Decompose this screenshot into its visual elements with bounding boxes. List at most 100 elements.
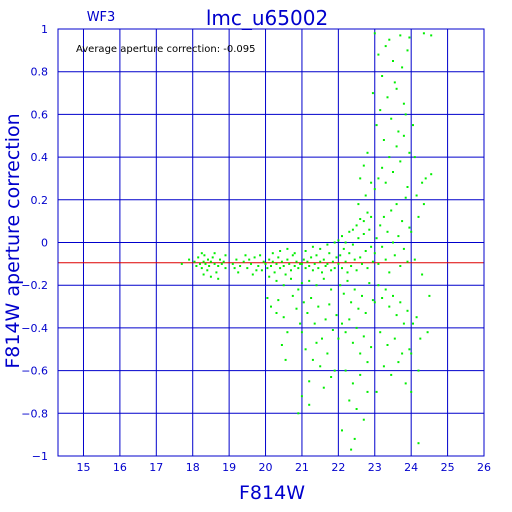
- data-point: [366, 211, 369, 214]
- data-point: [235, 258, 238, 261]
- data-point: [311, 358, 314, 361]
- data-point: [373, 32, 376, 35]
- data-point: [392, 60, 394, 62]
- data-point: [308, 403, 311, 406]
- data-point: [299, 322, 302, 325]
- data-point: [402, 134, 405, 137]
- data-point: [300, 331, 303, 334]
- data-point: [384, 288, 387, 291]
- data-point: [417, 369, 420, 372]
- data-point: [355, 224, 358, 227]
- data-point: [199, 262, 201, 265]
- data-point: [386, 230, 389, 233]
- data-point: [417, 442, 420, 445]
- data-point: [379, 109, 382, 112]
- data-point: [279, 250, 282, 252]
- data-point: [290, 277, 292, 280]
- data-point: [224, 254, 227, 257]
- data-point: [413, 258, 416, 261]
- data-point: [392, 294, 394, 297]
- data-point: [337, 337, 340, 340]
- data-point: [275, 279, 278, 282]
- x-tick-label: 20: [259, 461, 273, 474]
- data-point: [406, 49, 409, 52]
- data-point: [326, 352, 329, 355]
- data-point: [297, 288, 300, 291]
- data-point: [362, 233, 365, 235]
- data-point: [348, 230, 351, 233]
- data-point: [321, 337, 323, 340]
- x-tick-label: 15: [76, 461, 90, 474]
- data-point: [408, 348, 411, 351]
- data-point: [402, 247, 405, 250]
- data-point: [399, 160, 402, 163]
- data-point: [339, 254, 342, 257]
- data-point: [362, 335, 365, 338]
- data-point: [381, 297, 384, 299]
- data-point: [424, 177, 427, 180]
- data-point: [217, 265, 220, 267]
- data-point: [413, 156, 416, 159]
- data-point: [430, 34, 433, 37]
- data-point: [326, 243, 329, 246]
- data-point: [390, 117, 393, 120]
- data-points: [180, 32, 433, 451]
- data-point: [286, 258, 289, 261]
- data-point: [200, 252, 203, 255]
- data-point: [217, 277, 220, 280]
- data-point: [386, 344, 389, 346]
- data-point: [377, 177, 380, 180]
- data-point: [207, 258, 209, 261]
- data-point: [204, 262, 207, 265]
- y-tick-label: 0.4: [31, 151, 49, 164]
- data-point: [430, 173, 433, 176]
- data-point: [193, 260, 196, 263]
- data-point: [333, 267, 336, 270]
- data-point: [180, 262, 183, 265]
- data-point: [286, 247, 289, 250]
- data-point: [362, 220, 365, 223]
- data-point: [382, 139, 385, 141]
- data-point: [359, 373, 362, 376]
- data-point: [350, 301, 353, 304]
- data-point: [393, 81, 396, 84]
- data-point: [270, 265, 272, 267]
- data-point: [371, 299, 374, 302]
- data-point: [313, 322, 316, 325]
- data-point: [401, 220, 404, 223]
- data-point: [355, 408, 358, 410]
- data-point: [370, 245, 373, 248]
- data-point: [197, 256, 200, 259]
- data-point: [297, 412, 300, 415]
- y-tick-label: −1: [32, 450, 48, 463]
- chart-title: lmc_u65002: [206, 6, 328, 30]
- data-point: [404, 196, 407, 199]
- y-tick-label: −0.2: [21, 279, 48, 292]
- data-point: [353, 437, 356, 440]
- data-point: [275, 262, 278, 265]
- data-point: [375, 237, 378, 240]
- data-point: [397, 130, 400, 133]
- data-point: [271, 252, 274, 255]
- data-point: [366, 267, 369, 270]
- data-point: [293, 252, 296, 255]
- data-point: [384, 181, 387, 184]
- data-point: [406, 186, 409, 188]
- data-point: [382, 215, 385, 218]
- y-tick-label: −0.8: [21, 407, 48, 420]
- data-point: [251, 273, 254, 276]
- data-point: [222, 260, 225, 263]
- data-point: [377, 284, 380, 287]
- data-point: [362, 418, 365, 421]
- data-point: [304, 267, 307, 270]
- x-tick-label: 21: [295, 461, 309, 474]
- data-point: [324, 318, 327, 321]
- data-point: [379, 331, 382, 334]
- data-point: [350, 448, 353, 451]
- data-point: [206, 269, 209, 272]
- y-tick-label: 0.8: [31, 66, 49, 79]
- data-point: [373, 252, 376, 255]
- data-point: [361, 294, 363, 297]
- data-point: [202, 273, 205, 276]
